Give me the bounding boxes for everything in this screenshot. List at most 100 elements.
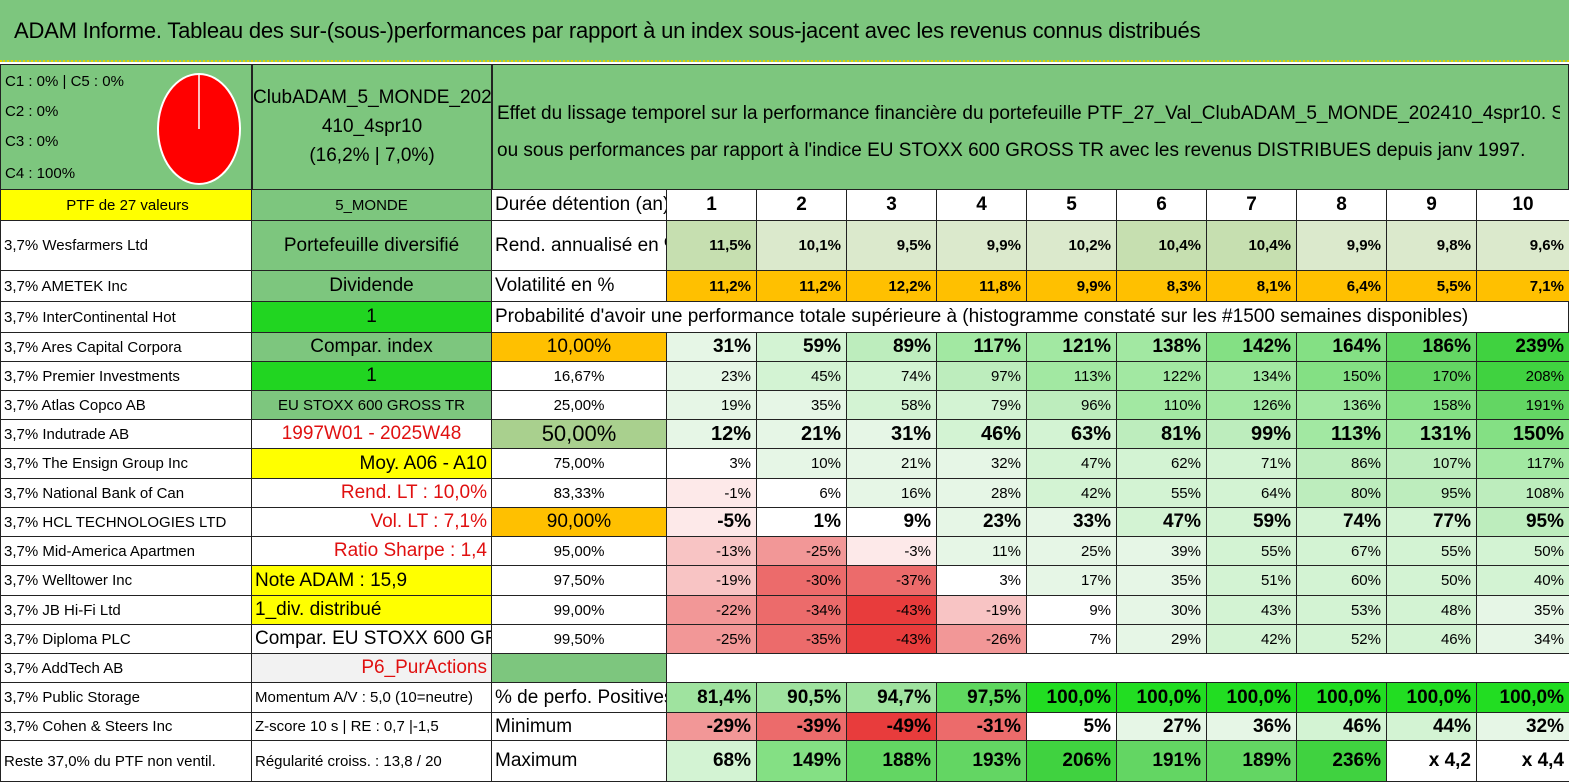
value-cell: 97,5% [937, 683, 1027, 713]
value-cell: 46% [1387, 625, 1477, 654]
value-cell: 7,1% [1477, 271, 1569, 302]
value-cell: 42% [1027, 479, 1117, 508]
row-label-cell: % de perfo. Positives [492, 683, 667, 713]
value-cell: 193% [937, 741, 1027, 782]
value-cell: 74% [847, 362, 937, 391]
holding-name-cell: 3,7% AddTech AB [0, 654, 252, 683]
portfolio-name-line1: ClubADAM_5_MONDE_202 [253, 87, 492, 108]
value-cell: 8,3% [1117, 271, 1207, 302]
value-cell: 40% [1477, 566, 1569, 596]
value-cell: 1% [757, 508, 847, 537]
legend-c2: C2 : 0% [5, 103, 59, 120]
value-cell: -30% [757, 566, 847, 596]
value-cell: 21% [847, 449, 937, 479]
value-cell: 71% [1207, 449, 1297, 479]
value-cell: 100,0% [1117, 683, 1207, 713]
value-cell: 189% [1207, 741, 1297, 782]
value-cell: 94,7% [847, 683, 937, 713]
value-cell: 50% [1477, 537, 1569, 566]
row-label-cell: Durée détention (an) [492, 190, 667, 221]
holding-name-cell: 3,7% Welltower Inc [0, 566, 252, 596]
value-cell: 110% [1117, 391, 1207, 420]
value-cell: 7% [1027, 625, 1117, 654]
value-cell: 206% [1027, 741, 1117, 782]
value-cell: 86% [1297, 449, 1387, 479]
year-header-cell: 4 [937, 190, 1027, 221]
value-cell: -34% [757, 596, 847, 625]
value-cell: 9% [1027, 596, 1117, 625]
row-label-cell: Volatilité en % [492, 271, 667, 302]
value-cell: 117% [937, 333, 1027, 362]
legend-c4: C4 : 100% [5, 165, 76, 182]
year-header-cell: 10 [1477, 190, 1569, 221]
value-cell: 5,5% [1387, 271, 1477, 302]
value-cell: 68% [667, 741, 757, 782]
value-cell: 52% [1297, 625, 1387, 654]
value-cell: 17% [1027, 566, 1117, 596]
metric-info-cell: Z-score 10 s | RE : 0,7 |-1,5 [252, 713, 492, 741]
value-cell: 10,4% [1117, 221, 1207, 271]
value-cell: 6% [757, 479, 847, 508]
threshold-cell: 99,50% [492, 625, 667, 654]
value-cell: 39% [1117, 537, 1207, 566]
legend-c3: C3 : 0% [5, 133, 59, 150]
value-cell: 60% [1297, 566, 1387, 596]
value-cell: 3% [937, 566, 1027, 596]
holding-name-cell: 3,7% Mid-America Apartmen [0, 537, 252, 566]
year-header-cell: 1 [667, 190, 757, 221]
threshold-cell: 95,00% [492, 537, 667, 566]
value-cell: 9% [847, 508, 937, 537]
value-cell: 33% [1027, 508, 1117, 537]
value-cell: 12,2% [847, 271, 937, 302]
value-cell: 107% [1387, 449, 1477, 479]
metric-info-cell: Régularité croiss. : 13,8 / 20 [252, 741, 492, 782]
value-cell: 46% [937, 420, 1027, 449]
value-cell: 29% [1117, 625, 1207, 654]
metric-info-cell: Moy. A06 - A10 [252, 449, 492, 479]
value-cell: 100,0% [1477, 683, 1569, 713]
table-row: 3,7% InterContinental Hot 1 Probabilité d'… [0, 302, 1569, 333]
description-line2: ou sous performances par rapport à l'ind… [497, 140, 1526, 161]
value-cell: 21% [757, 420, 847, 449]
holding-name-cell: 3,7% National Bank of Can [0, 479, 252, 508]
table-row: Reste 37,0% du PTF non ventil. Régularité… [0, 741, 1569, 782]
probability-header: Probabilité d'avoir une performance tota… [492, 302, 1477, 333]
value-cell: 23% [937, 508, 1027, 537]
threshold-cell: 90,00% [492, 508, 667, 537]
value-cell: 30% [1117, 596, 1207, 625]
value-cell: 89% [847, 333, 937, 362]
year-header-cell: 9 [1387, 190, 1477, 221]
value-cell: 99% [1207, 420, 1297, 449]
value-cell: 100,0% [1207, 683, 1297, 713]
year-header-cell: 5 [1027, 190, 1117, 221]
value-cell: 10,4% [1207, 221, 1297, 271]
holding-name-cell: 3,7% Indutrade AB [0, 420, 252, 449]
value-cell: 9,9% [937, 221, 1027, 271]
value-cell: -43% [847, 596, 937, 625]
threshold-cell: 25,00% [492, 391, 667, 420]
value-cell: -29% [667, 713, 757, 741]
value-cell: 25% [1027, 537, 1117, 566]
description-panel: Effet du lissage temporel sur la perform… [492, 64, 1569, 190]
value-cell: 10,2% [1027, 221, 1117, 271]
value-cell: 42% [1207, 625, 1297, 654]
value-cell: 79% [937, 391, 1027, 420]
value-cell: 55% [1207, 537, 1297, 566]
metric-info-cell: Rend. LT : 10,0% [252, 479, 492, 508]
table-row: 3,7% AMETEK Inc Dividende Volatilité en % 1… [0, 271, 1569, 302]
value-cell: 170% [1387, 362, 1477, 391]
holding-name-cell: 3,7% Atlas Copco AB [0, 391, 252, 420]
value-cell: -39% [757, 713, 847, 741]
metric-info-cell: 1997W01 - 2025W48 [252, 420, 492, 449]
value-cell: -19% [667, 566, 757, 596]
holding-name-cell: 3,7% InterContinental Hot [0, 302, 252, 333]
value-cell: 27% [1117, 713, 1207, 741]
table-row: 3,7% Premier Investments 1 16,67% 23% 45% 74%… [0, 362, 1569, 391]
value-cell: 55% [1117, 479, 1207, 508]
holding-name-cell: 3,7% Public Storage [0, 683, 252, 713]
holding-name-cell: 3,7% Ares Capital Corpora [0, 333, 252, 362]
value-cell: 8,1% [1207, 271, 1297, 302]
value-cell: -26% [937, 625, 1027, 654]
metric-info-cell: 1 [252, 362, 492, 391]
legend-c1-c5: C1 : 0% | C5 : 0% [5, 73, 124, 90]
